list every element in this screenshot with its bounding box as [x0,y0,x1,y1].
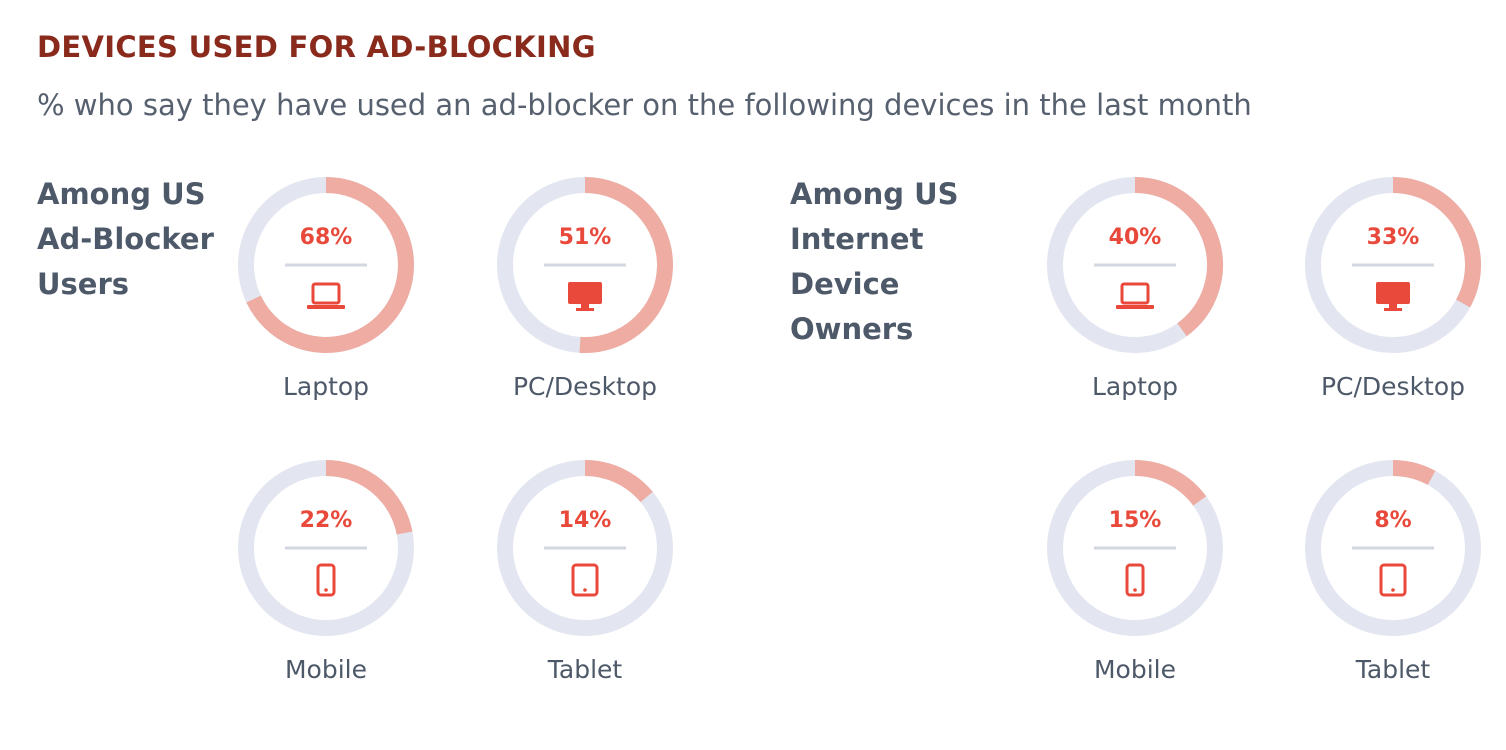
value-label: 22% [300,508,353,533]
donut-arc [1392,460,1436,486]
device-icon [571,563,599,597]
value-label: 33% [1367,225,1420,250]
donut-arc [246,177,414,353]
icon-part [307,305,345,309]
page-title: DEVICES USED FOR AD-BLOCKING [37,30,596,64]
icon-part [583,588,587,592]
category-label: Laptop [283,372,369,401]
icon-part [1376,282,1410,304]
device-icon [1116,282,1154,309]
group-title: Among US Ad-Blocker Users [37,177,214,301]
icon-part [1389,304,1397,309]
icon-part [311,282,341,305]
group-title: Among US Internet Device Owners [790,177,959,346]
device-icon [316,563,336,597]
donut-arc [1134,177,1223,337]
value-label: 8% [1374,508,1411,533]
icon-part [581,304,589,309]
icon-part [576,308,594,311]
donut-arc [579,177,673,353]
donut: 40% Laptop [1047,177,1223,401]
donut: 8% Tablet [1305,460,1481,684]
category-label: PC/Desktop [1321,372,1465,401]
value-label: 40% [1109,225,1162,250]
donut-arc [1392,177,1481,308]
device-icon [1376,282,1410,311]
icon-part [571,563,599,597]
device-icon [568,282,602,311]
donut-arc [1134,460,1207,506]
icon-part [324,588,328,592]
donut-arc [584,460,653,503]
donut: 14% Tablet [497,460,673,684]
device-icon [307,282,345,309]
donut-arc [325,460,413,535]
category-label: Mobile [1094,655,1176,684]
donut: 68% Laptop [238,177,414,401]
category-label: PC/Desktop [513,372,657,401]
category-label: Laptop [1092,372,1178,401]
icon-part [1391,588,1395,592]
value-label: 51% [559,225,612,250]
icon-part [1379,563,1407,597]
icon-part [1125,563,1145,597]
donut: 51% PC/Desktop [497,177,673,401]
device-icon [1125,563,1145,597]
icon-part [1116,305,1154,309]
icon-part [568,282,602,304]
page-subtitle: % who say they have used an ad-blocker o… [37,88,1252,122]
value-label: 14% [559,508,612,533]
donut: 22% Mobile [238,460,414,684]
donut: 15% Mobile [1047,460,1223,684]
icon-part [316,563,336,597]
value-label: 68% [300,225,353,250]
icon-part [1384,308,1402,311]
category-label: Tablet [1355,655,1431,684]
value-label: 15% [1109,508,1162,533]
category-label: Tablet [547,655,623,684]
icon-part [1133,588,1137,592]
category-label: Mobile [285,655,367,684]
icon-part [1120,282,1150,305]
donut: 33% PC/Desktop [1305,177,1481,401]
device-icon [1379,563,1407,597]
